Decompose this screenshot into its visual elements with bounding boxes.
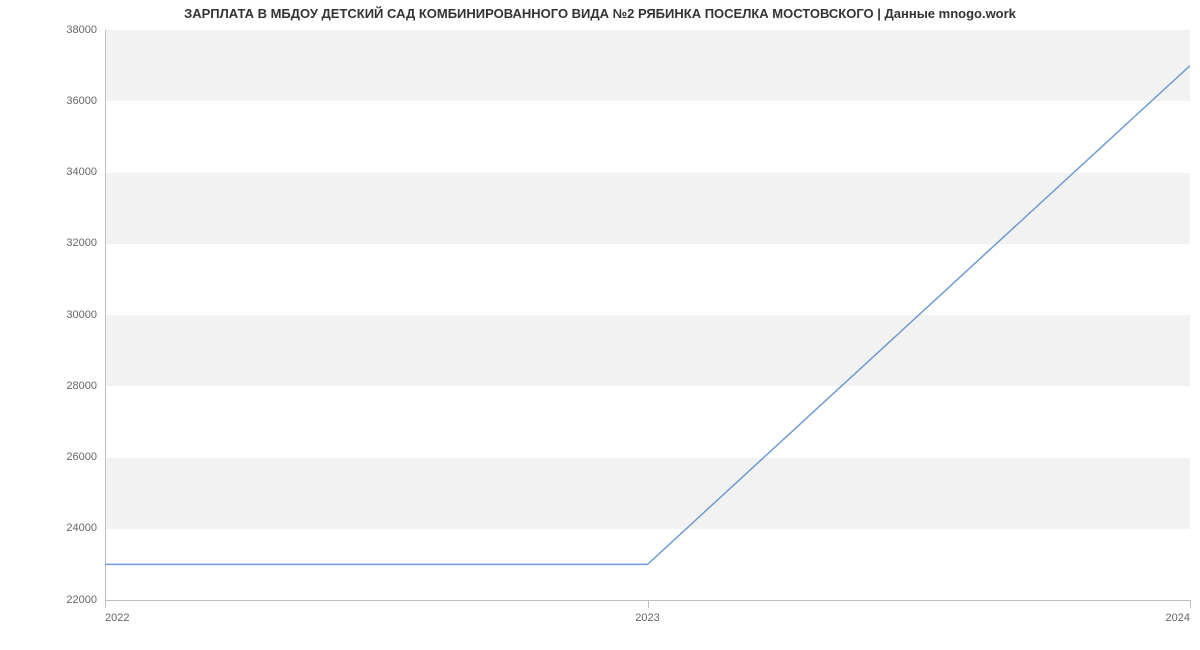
x-tick-label: 2023	[618, 612, 678, 624]
series-line-salary	[105, 66, 1190, 565]
x-tick-label: 2024	[1130, 612, 1190, 624]
y-tick-label: 34000	[17, 166, 97, 178]
x-tick-label: 2022	[105, 612, 165, 624]
y-tick-label: 22000	[17, 594, 97, 606]
plot-area	[105, 30, 1190, 600]
y-tick-label: 30000	[17, 309, 97, 321]
y-tick-label: 38000	[17, 24, 97, 36]
line-layer	[105, 30, 1190, 600]
y-tick-label: 28000	[17, 380, 97, 392]
y-tick-label: 36000	[17, 95, 97, 107]
salary-chart: ЗАРПЛАТА В МБДОУ ДЕТСКИЙ САД КОМБИНИРОВА…	[0, 0, 1200, 650]
x-tick-mark	[1190, 600, 1191, 608]
y-tick-label: 26000	[17, 451, 97, 463]
y-tick-label: 24000	[17, 522, 97, 534]
chart-title: ЗАРПЛАТА В МБДОУ ДЕТСКИЙ САД КОМБИНИРОВА…	[0, 6, 1200, 21]
y-tick-label: 32000	[17, 237, 97, 249]
x-tick-mark	[105, 600, 106, 608]
x-tick-mark	[648, 600, 649, 608]
